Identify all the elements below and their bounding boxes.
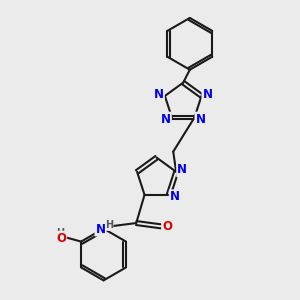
Text: N: N [95,223,105,236]
Text: H: H [56,228,64,238]
Text: N: N [196,112,206,126]
Text: N: N [161,112,171,126]
Text: O: O [162,220,172,233]
Text: H: H [105,220,113,230]
Text: O: O [56,232,66,245]
Text: N: N [154,88,164,101]
Text: N: N [177,164,187,176]
Text: N: N [170,190,180,203]
Text: N: N [202,88,212,101]
